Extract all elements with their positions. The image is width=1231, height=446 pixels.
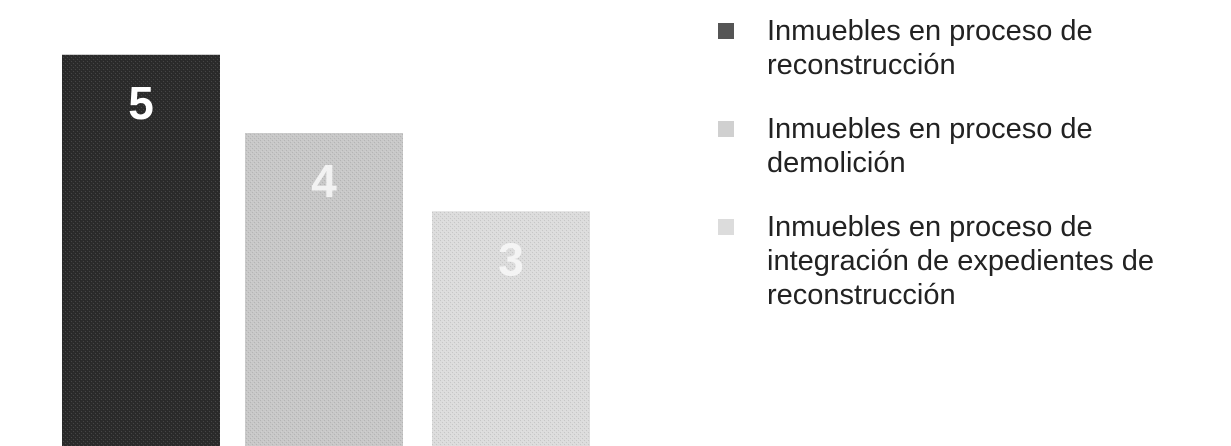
- legend-label-integracion: Inmuebles en proceso de integración de e…: [767, 211, 1154, 311]
- legend-label-demolicion: Inmuebles en proceso de demolición: [767, 113, 1093, 179]
- bar-chart-plot: 5 4 3: [62, 54, 590, 446]
- legend-item-demolicion: Inmuebles en proceso de demolición: [718, 112, 1223, 180]
- chart-legend: Inmuebles en proceso de reconstrucción I…: [718, 14, 1223, 342]
- bar-texture-demolicion: [245, 133, 403, 446]
- bar-value-label-reconstruccion: 5: [128, 77, 154, 129]
- bar-value-label-integracion: 3: [498, 233, 524, 285]
- legend-label-reconstruccion: Inmuebles en proceso de reconstrucción: [767, 15, 1093, 81]
- legend-item-reconstruccion: Inmuebles en proceso de reconstrucción: [718, 14, 1223, 82]
- bar-chart: 5 4 3: [62, 54, 590, 446]
- bar-texture-integracion: [432, 211, 590, 446]
- bar-texture-reconstruccion: [62, 54, 220, 446]
- legend-swatch-demolicion: [718, 121, 734, 137]
- legend-swatch-integracion: [718, 219, 734, 235]
- bar-value-label-demolicion: 4: [311, 155, 337, 207]
- legend-swatch-reconstruccion: [718, 23, 734, 39]
- legend-item-integracion: Inmuebles en proceso de integración de e…: [718, 210, 1223, 312]
